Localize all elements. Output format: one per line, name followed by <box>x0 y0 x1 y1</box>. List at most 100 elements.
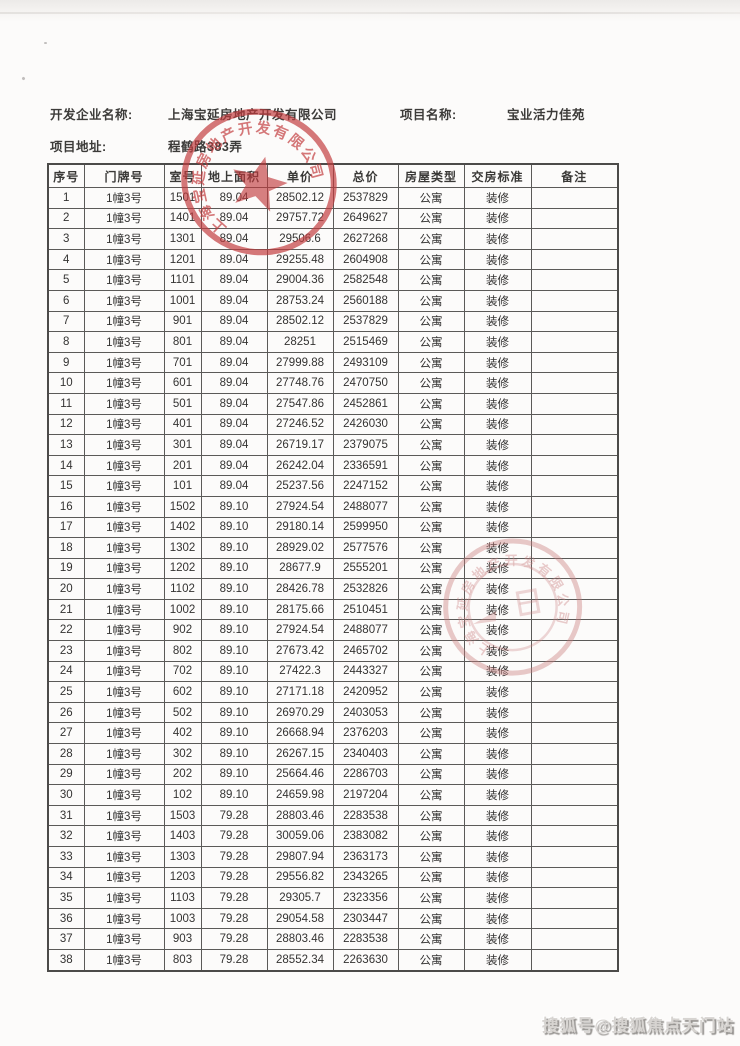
table-cell: 30059.06 <box>266 825 334 847</box>
table-cell: 1幢3号 <box>83 722 165 745</box>
table-cell: 公寓 <box>397 434 465 456</box>
table-row: 1 1幢3号 1501 89.04 28502.12 2537829 公寓 装修 <box>47 187 619 209</box>
table-cell: 1幢3号 <box>83 331 165 353</box>
table-cell <box>530 866 619 889</box>
table-cell: 17 <box>47 516 85 539</box>
table-cell: 2537829 <box>332 187 399 209</box>
table-cell: 402 <box>163 722 202 745</box>
table-cell: 2577576 <box>332 537 399 559</box>
table-cell: 89.04 <box>200 289 268 312</box>
table-row: 22 1幢3号 902 89.10 27924.54 2488077 公寓 装修 <box>47 619 619 642</box>
table-cell: 公寓 <box>397 495 465 518</box>
table-cell: 202 <box>163 763 202 786</box>
table-cell: 装修 <box>463 495 532 518</box>
table-cell: 公寓 <box>397 928 465 950</box>
table-cell: 装修 <box>463 475 532 497</box>
price-table: 序号 门牌号 室号 地上面积 单价 总价 房屋类型 交房标准 备注 1 1幢3号 1501 89.04… <box>47 163 619 972</box>
table-cell: 1幢3号 <box>83 351 165 374</box>
table-cell: 89.10 <box>200 701 268 724</box>
table-cell: 28929.02 <box>266 537 334 559</box>
table-row: 9 1幢3号 701 89.04 27999.88 2493109 公寓 装修 <box>47 351 619 374</box>
table-cell: 28502.12 <box>266 310 334 333</box>
table-cell: 29255.48 <box>266 248 334 271</box>
table-cell: 2488077 <box>332 495 399 518</box>
table-cell: 装修 <box>463 701 532 724</box>
table-row: 23 1幢3号 802 89.10 27673.42 2465702 公寓 装修 <box>47 640 619 662</box>
table-row: 25 1幢3号 602 89.10 27171.18 2420952 公寓 装修 <box>47 681 619 703</box>
table-cell: 37 <box>47 928 85 950</box>
table-cell: 2582548 <box>332 269 399 291</box>
table-cell <box>530 495 619 518</box>
table-cell <box>530 660 619 683</box>
table-cell: 301 <box>163 434 202 456</box>
table-cell: 25 <box>47 681 85 703</box>
table-cell: 公寓 <box>397 331 465 353</box>
table-cell <box>530 537 619 559</box>
column-header: 序号 <box>47 163 85 188</box>
table-cell: 29 <box>47 763 85 786</box>
table-cell: 38 <box>47 948 85 972</box>
table-cell: 公寓 <box>397 866 465 889</box>
table-cell: 1幢3号 <box>83 784 165 806</box>
table-cell: 28552.34 <box>266 948 334 972</box>
table-cell: 1幢3号 <box>83 598 165 621</box>
table-cell: 89.04 <box>200 310 268 333</box>
table-cell <box>530 331 619 353</box>
table-cell <box>530 372 619 394</box>
table-cell <box>530 907 619 930</box>
table-cell: 2323356 <box>332 887 399 909</box>
table-cell: 201 <box>163 454 202 477</box>
table-cell: 2286703 <box>332 763 399 786</box>
table-cell: 装修 <box>463 887 532 909</box>
table-cell: 1302 <box>163 537 202 559</box>
table-cell: 1幢3号 <box>83 248 165 271</box>
table-cell: 89.04 <box>200 187 268 209</box>
table-cell: 1幢3号 <box>83 907 165 930</box>
table-cell <box>530 248 619 271</box>
table-cell: 79.28 <box>200 846 268 868</box>
table-cell: 802 <box>163 640 202 662</box>
table-cell: 4 <box>47 248 85 271</box>
table-cell: 8 <box>47 331 85 353</box>
project-address-value: 程鹤路383弄 <box>168 140 243 154</box>
table-cell: 1003 <box>163 907 202 930</box>
table-cell: 79.28 <box>200 825 268 847</box>
table-cell: 1幢3号 <box>83 454 165 477</box>
table-cell: 公寓 <box>397 722 465 745</box>
table-cell: 装修 <box>463 681 532 703</box>
column-header: 室号 <box>163 163 202 188</box>
table-row: 17 1幢3号 1402 89.10 29180.14 2599950 公寓 装修 <box>47 516 619 539</box>
table-row: 10 1幢3号 601 89.04 27748.76 2470750 公寓 装修 <box>47 372 619 394</box>
table-cell: 装修 <box>463 557 532 580</box>
table-cell: 1503 <box>163 804 202 827</box>
table-cell: 1幢3号 <box>83 660 165 683</box>
table-cell: 装修 <box>463 722 532 745</box>
table-cell: 1401 <box>163 207 202 230</box>
table-cell: 89.04 <box>200 248 268 271</box>
table-cell: 32 <box>47 825 85 847</box>
table-cell: 1502 <box>163 495 202 518</box>
table-cell: 2510451 <box>332 598 399 621</box>
table-cell: 89.04 <box>200 434 268 456</box>
table-cell: 公寓 <box>397 557 465 580</box>
table-cell: 27171.18 <box>266 681 334 703</box>
table-cell: 1幢3号 <box>83 619 165 642</box>
table-cell: 803 <box>163 948 202 972</box>
table-cell: 27547.86 <box>266 392 334 415</box>
table-cell: 901 <box>163 310 202 333</box>
table-cell: 2379075 <box>332 434 399 456</box>
table-cell: 公寓 <box>397 701 465 724</box>
table-cell <box>530 743 619 765</box>
table-cell: 1403 <box>163 825 202 847</box>
table-cell: 1幢3号 <box>83 434 165 456</box>
table-cell: 79.28 <box>200 928 268 950</box>
table-cell: 装修 <box>463 784 532 806</box>
table-cell: 公寓 <box>397 804 465 827</box>
scan-speck <box>21 76 26 81</box>
table-cell: 公寓 <box>397 743 465 765</box>
project-name-label: 项目名称: <box>400 108 457 122</box>
table-cell: 28502.12 <box>266 187 334 209</box>
table-cell: 公寓 <box>397 248 465 271</box>
table-cell: 2649627 <box>332 207 399 230</box>
scan-edge-artifact <box>0 12 740 14</box>
